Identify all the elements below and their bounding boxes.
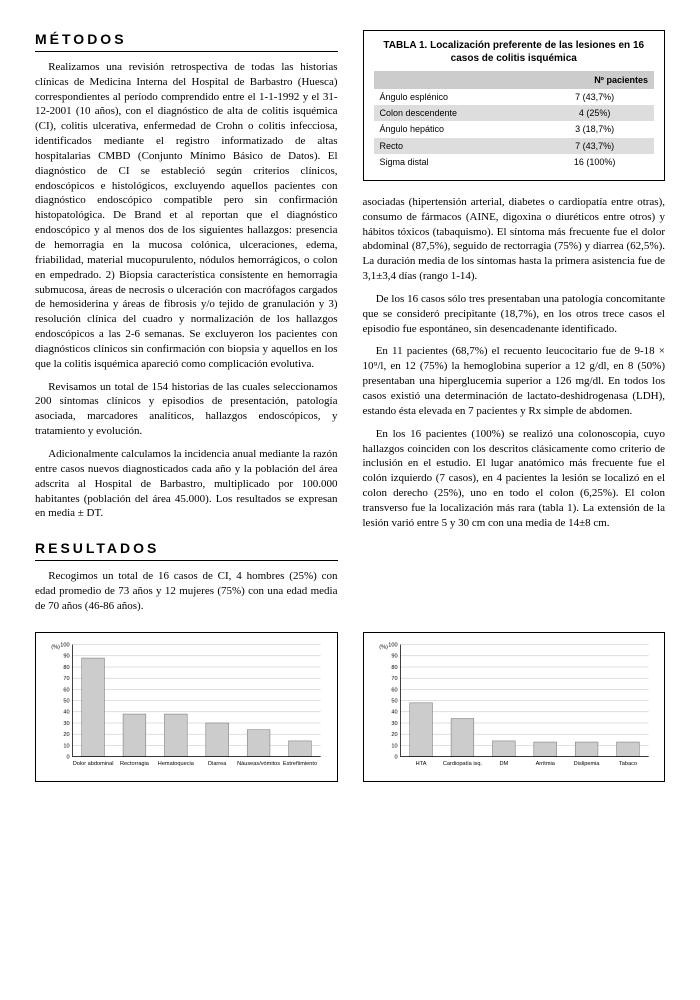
table-1-cell: Ángulo hepático	[374, 121, 536, 137]
svg-text:40: 40	[63, 709, 69, 715]
table-1-cell: 3 (18,7%)	[535, 121, 654, 137]
svg-text:Diarrea: Diarrea	[208, 761, 227, 767]
table-1-cell: Ángulo esplénico	[374, 89, 536, 105]
svg-text:70: 70	[63, 676, 69, 682]
svg-text:10: 10	[63, 743, 69, 749]
svg-text:80: 80	[63, 664, 69, 670]
table-1-box: TABLA 1. Localización preferente de las …	[363, 30, 666, 181]
charts-row: 0102030405060708090100(%)Dolor abdominal…	[35, 632, 665, 782]
table-1-cell: 16 (100%)	[535, 154, 654, 170]
chart-2-wrap: 0 10 20 30 40 50 60 70 80 90 100(%) HTA Cardiopatía …	[363, 632, 666, 782]
table-1-row: Ángulo hepático3 (18,7%)	[374, 121, 655, 137]
svg-text:100: 100	[388, 642, 397, 648]
chart-1-wrap: 0 10 20 30 40 50 60 70 80 90 100(%) Dolor abdominal…	[35, 632, 338, 782]
svg-text:Hematoquecia: Hematoquecia	[158, 761, 195, 767]
svg-text:70: 70	[391, 676, 397, 682]
chart-2: 0 10 20 30 40 50 60 70 80 90 100(%) HTA Cardiopatía …	[370, 639, 659, 779]
svg-text:60: 60	[63, 687, 69, 693]
table-1-row: Colon descendente4 (25%)	[374, 105, 655, 121]
svg-text:50: 50	[391, 698, 397, 704]
chart-1: 0 10 20 30 40 50 60 70 80 90 100(%) Dolor abdominal…	[42, 639, 331, 779]
svg-text:20: 20	[63, 732, 69, 738]
svg-text:0: 0	[66, 754, 69, 760]
svg-text:Arritmia: Arritmia	[535, 761, 555, 767]
svg-text:20: 20	[391, 732, 397, 738]
col2-para-2: De los 16 casos sólo tres presentaban un…	[363, 292, 666, 337]
svg-text:90: 90	[391, 653, 397, 659]
table-1-cell: Sigma distal	[374, 154, 536, 170]
svg-text:50: 50	[63, 698, 69, 704]
table-1-title: TABLA 1. Localización preferente de las …	[374, 39, 655, 65]
left-column: MÉTODOS Realizamos una revisión retrospe…	[35, 30, 338, 614]
metodos-para-3: Adicionalmente calculamos la incidencia …	[35, 447, 338, 521]
svg-text:30: 30	[63, 720, 69, 726]
col2-para-4: En los 16 pacientes (100%) se realizó un…	[363, 427, 666, 531]
metodos-para-1: Realizamos una revisión retrospectiva de…	[35, 60, 338, 372]
svg-text:Tabaco: Tabaco	[618, 761, 636, 767]
svg-text:Rectorragia: Rectorragia	[120, 761, 150, 767]
table-1-cell: Recto	[374, 138, 536, 154]
svg-text:Estreñimiento: Estreñimiento	[283, 761, 317, 767]
svg-text:0: 0	[394, 754, 397, 760]
table-1-header-n: Nº pacientes	[535, 71, 654, 89]
svg-text:10: 10	[391, 743, 397, 749]
resultados-heading: RESULTADOS	[35, 539, 338, 561]
metodos-para-2: Revisamos un total de 154 historias de l…	[35, 380, 338, 439]
svg-text:Cardiopatía isq.: Cardiopatía isq.	[442, 761, 482, 767]
svg-text:Dislipemia: Dislipemia	[573, 761, 600, 767]
svg-text:Náuseas/vómitos: Náuseas/vómitos	[237, 761, 280, 767]
svg-text:Dolor abdominal: Dolor abdominal	[73, 761, 114, 767]
col2-para-1: asociadas (hipertensión arterial, diabet…	[363, 195, 666, 284]
table-1: Nº pacientes Ángulo esplénico7 (43,7%) C…	[374, 71, 655, 170]
svg-text:30: 30	[391, 720, 397, 726]
metodos-heading: MÉTODOS	[35, 30, 338, 52]
table-1-cell: Colon descendente	[374, 105, 536, 121]
upper-two-column: MÉTODOS Realizamos una revisión retrospe…	[35, 30, 665, 614]
svg-text:100: 100	[60, 642, 69, 648]
svg-text:80: 80	[391, 664, 397, 670]
table-1-row: Ángulo esplénico7 (43,7%)	[374, 89, 655, 105]
svg-text:HTA: HTA	[415, 761, 426, 767]
col2-para-3: En 11 pacientes (68,7%) el recuento leuc…	[363, 344, 666, 418]
svg-text:40: 40	[391, 709, 397, 715]
table-1-header-blank	[374, 71, 536, 89]
table-1-row: Sigma distal16 (100%)	[374, 154, 655, 170]
table-1-row: Recto7 (43,7%)	[374, 138, 655, 154]
svg-text:(%): (%)	[379, 644, 388, 650]
svg-text:DM: DM	[499, 761, 508, 767]
table-1-cell: 7 (43,7%)	[535, 89, 654, 105]
table-1-header-row: Nº pacientes	[374, 71, 655, 89]
resultados-para-1: Recogimos un total de 16 casos de CI, 4 …	[35, 569, 338, 614]
table-1-cell: 7 (43,7%)	[535, 138, 654, 154]
svg-text:(%): (%)	[51, 644, 60, 650]
right-column: TABLA 1. Localización preferente de las …	[363, 30, 666, 614]
svg-text:90: 90	[63, 653, 69, 659]
table-1-cell: 4 (25%)	[535, 105, 654, 121]
svg-text:60: 60	[391, 687, 397, 693]
